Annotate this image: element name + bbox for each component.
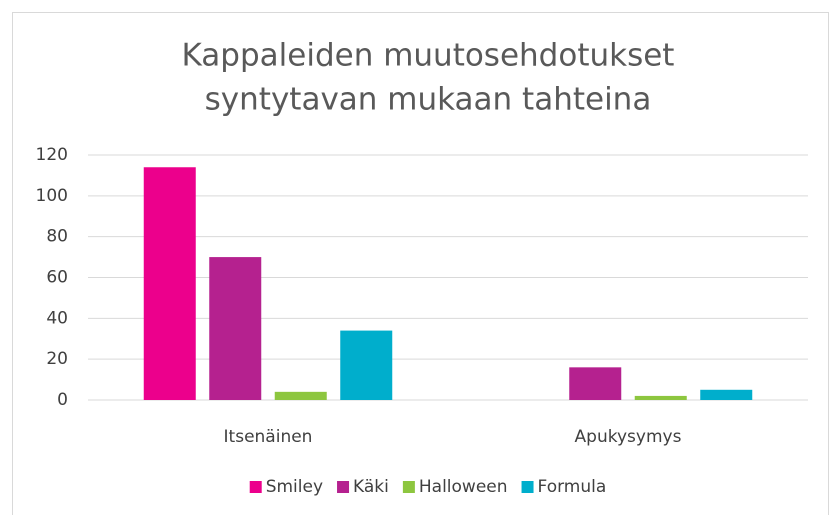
legend-label: Smiley [266, 477, 323, 497]
bar [209, 257, 262, 400]
bar [143, 167, 196, 400]
y-tick-label: 80 [46, 227, 68, 247]
x-tick-label: Itsenäinen [224, 427, 313, 447]
legend-swatch [249, 481, 262, 493]
y-tick-label: 60 [46, 268, 68, 288]
bar [700, 389, 753, 400]
chart-title: Kappaleiden muutosehdotukset [182, 38, 675, 74]
y-tick-label: 120 [36, 145, 68, 165]
legend-label: Formula [538, 477, 607, 497]
y-tick-label: 40 [46, 308, 68, 328]
bar [340, 330, 393, 400]
chart-title: syntytavan mukaan tahteina [205, 82, 652, 118]
legend-swatch [337, 481, 350, 493]
legend-swatch [521, 481, 534, 493]
x-tick-label: Apukysymys [575, 427, 682, 447]
bar [569, 367, 622, 400]
y-tick-label: 0 [57, 390, 68, 410]
legend-label: Halloween [419, 477, 508, 497]
y-tick-label: 20 [46, 349, 68, 369]
legend-label: Käki [353, 477, 389, 497]
bar [634, 395, 687, 400]
legend-swatch [402, 481, 415, 493]
y-tick-label: 100 [36, 186, 68, 206]
bar [274, 391, 327, 400]
